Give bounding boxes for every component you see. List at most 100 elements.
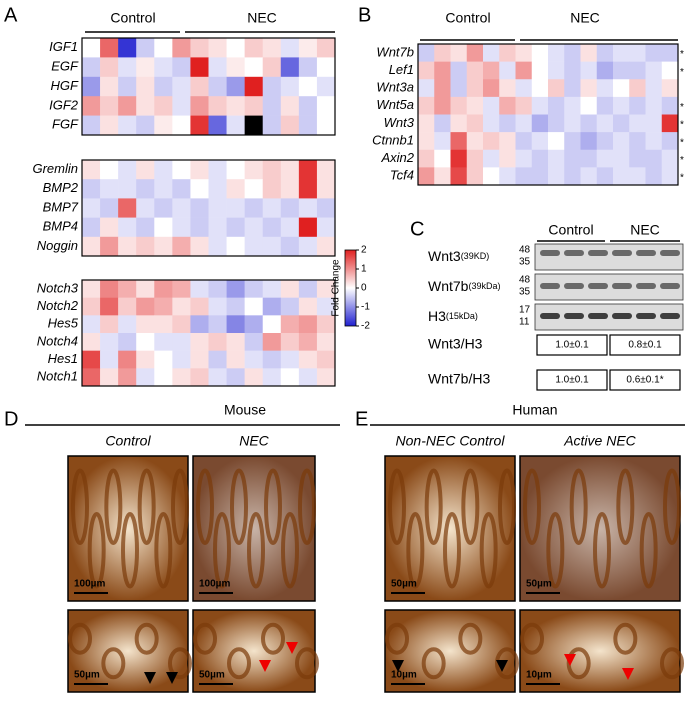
heatmap-cell <box>434 149 451 168</box>
band <box>564 313 584 319</box>
heatmap-cell <box>515 96 533 115</box>
heatmap-cell <box>208 38 227 58</box>
band <box>660 283 680 289</box>
marker: 17 <box>519 305 531 316</box>
heatmap-cell <box>208 179 227 199</box>
heatmap-cell <box>262 280 282 298</box>
heatmap-cell <box>190 115 209 136</box>
ratio-box <box>536 334 608 356</box>
column-label: Non-NEC Control <box>396 433 506 449</box>
gene-label: Tcf4 <box>390 168 414 183</box>
micrograph <box>384 609 516 693</box>
arrowhead <box>392 660 404 672</box>
heatmap-cell <box>82 350 101 369</box>
gene-label: BMP7 <box>43 199 79 214</box>
heatmap-cell <box>154 315 173 334</box>
heatmap-cell <box>434 44 451 62</box>
heatmap-cell <box>244 368 264 387</box>
heatmap-cell <box>208 217 227 238</box>
heatmap-cell <box>515 44 533 62</box>
heatmap-cell <box>450 114 468 133</box>
band <box>588 250 608 256</box>
heatmap-cell <box>208 297 227 316</box>
heatmap-cell <box>645 61 663 80</box>
heatmap-cell <box>172 217 191 238</box>
heatmap-cell <box>434 132 451 151</box>
heatmap-cell <box>118 236 137 257</box>
heatmap-cell <box>280 350 300 369</box>
heatmap-cell <box>298 198 318 218</box>
tissue <box>546 512 565 589</box>
tissue <box>298 468 316 545</box>
heatmap-cell <box>629 167 646 186</box>
heatmap-cell <box>298 38 318 58</box>
heatmap-cell <box>154 160 173 180</box>
heatmap-cell <box>118 280 137 298</box>
heatmap-cell <box>208 315 227 334</box>
tissue <box>193 622 217 655</box>
heatmap-cell <box>466 114 484 133</box>
tissue <box>523 468 541 545</box>
heatmap-cell <box>118 96 137 116</box>
ratio-box <box>536 369 608 391</box>
heatmap-cell <box>483 61 500 80</box>
heatmap-cell <box>661 114 679 133</box>
heatmap-cell <box>466 132 484 151</box>
heatmap-cell <box>450 96 468 115</box>
heatmap-cell <box>262 297 282 316</box>
tissue <box>154 512 173 589</box>
colorbar-tick-label: 2 <box>361 245 367 256</box>
heatmap-cell <box>82 217 101 238</box>
significance: * <box>680 49 684 60</box>
tissue <box>71 468 89 545</box>
heatmap-cell <box>190 350 209 369</box>
heatmap-cell <box>154 236 173 257</box>
tissue <box>461 468 480 545</box>
heatmap-cell <box>564 149 581 168</box>
blot-label: H3(15kDa) <box>428 308 478 324</box>
heatmap-cell <box>118 350 137 369</box>
heatmap-cell <box>280 280 300 298</box>
colorbar-tick-label: -2 <box>361 321 370 332</box>
heatmap-cell <box>118 38 137 58</box>
gene-label: BMP4 <box>43 219 78 234</box>
band <box>564 250 584 256</box>
heatmap-cell <box>316 333 336 351</box>
heatmap-cell <box>580 114 598 133</box>
tissue <box>213 512 231 589</box>
ratio-value: 0.6±0.1* <box>626 375 663 386</box>
micrograph <box>67 609 189 693</box>
heatmap-cell <box>316 315 336 334</box>
heatmap-cell <box>244 350 264 369</box>
heatmap-cell <box>661 149 679 168</box>
heatmap-cell <box>316 297 336 316</box>
heatmap-cell <box>100 57 119 78</box>
panel-letter: E <box>355 408 368 430</box>
blot-name: H3 <box>428 308 446 324</box>
heatmap-cell <box>208 333 227 351</box>
heatmap-cell <box>136 368 155 387</box>
heatmap-cell <box>645 132 663 151</box>
tissue <box>388 468 406 545</box>
heatmap-cell <box>298 315 318 334</box>
blot <box>534 243 684 271</box>
panel-title: Human <box>512 402 557 418</box>
heatmap-cell <box>262 115 282 136</box>
heatmap-cell <box>244 333 264 351</box>
tissue <box>616 468 635 545</box>
heatmap-cell <box>483 167 500 186</box>
heatmap-cell <box>450 79 468 98</box>
heatmap-cell <box>226 179 245 199</box>
heatmap-cell <box>466 96 484 115</box>
heatmap-cell <box>531 79 549 98</box>
tissue <box>87 512 106 589</box>
heatmap-cell <box>629 44 646 62</box>
heatmap-cell <box>418 114 435 133</box>
arrowhead <box>259 660 271 672</box>
heatmap-cell <box>298 160 318 180</box>
heatmap-cell <box>418 79 435 98</box>
heatmap-border <box>81 37 336 136</box>
group-label: Control <box>445 10 490 26</box>
heatmap-cell <box>280 76 300 97</box>
heatmap-cell <box>613 149 630 168</box>
